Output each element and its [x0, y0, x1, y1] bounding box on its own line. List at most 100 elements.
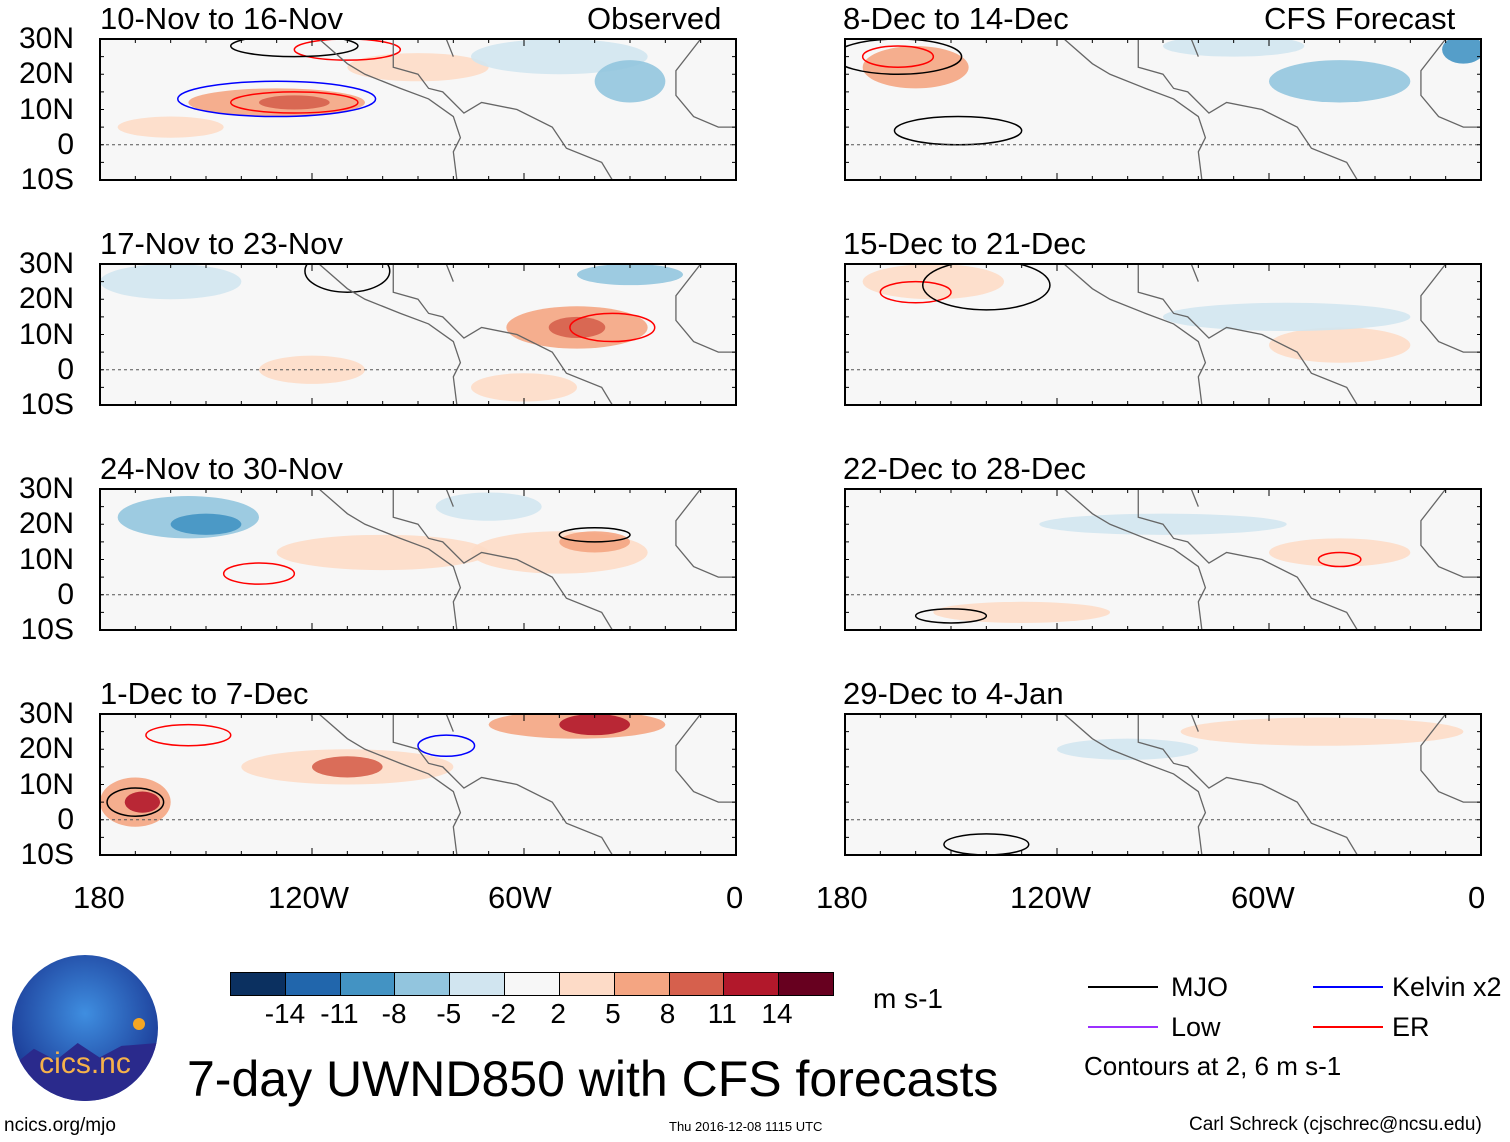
colorbar-label: -11: [320, 998, 359, 1029]
lat-label: 20N: [18, 57, 74, 91]
map-panel: [99, 263, 737, 406]
colorbar-label: 2: [550, 998, 566, 1029]
wind-anomaly-shading: [276, 534, 489, 571]
colorbar: [230, 972, 834, 996]
lat-label: 0: [57, 352, 74, 386]
colorbar-label: 14: [761, 998, 793, 1029]
legend-swatch-er: [1313, 1026, 1383, 1028]
wind-anomaly-shading: [1442, 39, 1481, 64]
wind-anomaly-shading: [559, 714, 631, 736]
colorbar-label: 5: [605, 998, 621, 1029]
colorbar-label: -8: [381, 998, 407, 1029]
map-panel: [844, 38, 1482, 181]
wind-anomaly-shading: [259, 95, 330, 110]
coastline: [1063, 264, 1481, 405]
colorbar-swatch: [285, 973, 341, 995]
lat-label: 10N: [18, 767, 74, 801]
contours-note: Contours at 2, 6 m s-1: [1084, 1051, 1342, 1081]
wind-anomaly-shading: [347, 53, 489, 82]
mjo-contour: [845, 39, 963, 75]
colorbar-swatch: [450, 973, 506, 995]
lat-label: 20N: [18, 507, 74, 541]
legend-label: ER: [1392, 1012, 1430, 1042]
logo-text: cics.nc: [39, 1047, 131, 1080]
map-panel: [99, 713, 737, 856]
coastline: [318, 714, 736, 855]
wind-anomaly-shading: [594, 60, 666, 103]
colorbar-label: 11: [707, 998, 737, 1029]
forecast-label: CFS Forecast: [1264, 1, 1456, 36]
map-panel: [844, 488, 1482, 631]
source-url[interactable]: ncics.org/mjo: [4, 1115, 116, 1136]
legend-swatch-low: [1088, 1026, 1158, 1028]
panel-field: [117, 39, 736, 180]
coastline: [1063, 489, 1481, 630]
panel-field: [845, 39, 1481, 180]
colorbar-label: -5: [436, 998, 462, 1029]
mjo-contour: [304, 264, 391, 293]
lat-label: 30N: [18, 697, 74, 730]
coastline: [318, 489, 736, 630]
wind-anomaly-shading: [471, 373, 577, 402]
panel-field: [117, 489, 736, 630]
colorbar-label: -14: [264, 998, 306, 1029]
mjo-contour: [558, 527, 631, 543]
panel-field: [100, 714, 736, 855]
wind-anomaly-shading: [1269, 60, 1411, 103]
map-panel: [844, 713, 1482, 856]
er-contour: [229, 91, 359, 114]
panel-field: [914, 489, 1481, 630]
colorbar-swatch: [559, 973, 615, 995]
lat-label: 10N: [18, 317, 74, 351]
credit: Carl Schreck (cjschrec@ncsu.edu): [1189, 1114, 1482, 1135]
mjo-contour: [914, 608, 988, 624]
wind-anomaly-shading: [435, 492, 542, 521]
wind-anomaly-shading: [577, 264, 683, 286]
lat-label: 10N: [18, 92, 74, 126]
coastline: [318, 39, 736, 180]
lon-label: 60W: [1231, 880, 1295, 915]
observed-label: Observed: [587, 1, 722, 36]
coastline: [1063, 714, 1481, 855]
wind-anomaly-shading: [933, 601, 1110, 623]
colorbar-swatch: [231, 973, 286, 995]
wind-anomaly-shading: [117, 116, 224, 138]
panel-title: 24-Nov to 30-Nov: [100, 451, 343, 486]
lon-label: 60W: [488, 880, 552, 915]
mjo-contour: [922, 264, 1051, 311]
mjo-contour: [106, 787, 165, 817]
wind-anomaly-shading: [548, 316, 606, 339]
wind-anomaly-shading: [862, 46, 969, 89]
lat-label: 10S: [20, 163, 74, 196]
lat-label: 10S: [20, 613, 74, 646]
coastline: [318, 264, 736, 405]
panel-title: 17-Nov to 23-Nov: [100, 226, 343, 261]
lat-label: 30N: [18, 247, 74, 280]
wind-anomaly-shading: [862, 264, 1004, 300]
colorbar-swatch: [395, 973, 451, 995]
lon-label: 120W: [268, 880, 349, 915]
wind-anomaly-shading: [1269, 327, 1411, 363]
timestamp: Thu 2016-12-08 1115 UTC: [669, 1119, 823, 1134]
panel-title: 29-Dec to 4-Jan: [843, 676, 1064, 711]
panel-field: [943, 714, 1481, 855]
cics-logo: cics.nc: [12, 955, 158, 1101]
kelvin-contour: [417, 734, 476, 758]
lon-label: 0: [726, 880, 744, 915]
mjo-contour: [893, 115, 1023, 146]
legend-swatch-kelvin: [1313, 986, 1383, 988]
panel-title: 22-Dec to 28-Dec: [843, 451, 1086, 486]
lat-label: 20N: [18, 282, 74, 316]
lon-label: 180: [816, 880, 868, 915]
colorbar-swatch: [779, 973, 833, 995]
er-contour: [879, 280, 952, 304]
colorbar-swatch: [505, 973, 560, 995]
figure-title: 7-day UWND850 with CFS forecasts: [187, 1051, 999, 1107]
map-panel: [99, 38, 737, 181]
mjo-contour: [230, 39, 359, 58]
lat-label: 30N: [18, 472, 74, 505]
lon-label: 120W: [1010, 880, 1091, 915]
colorbar-label: -2: [491, 998, 516, 1029]
